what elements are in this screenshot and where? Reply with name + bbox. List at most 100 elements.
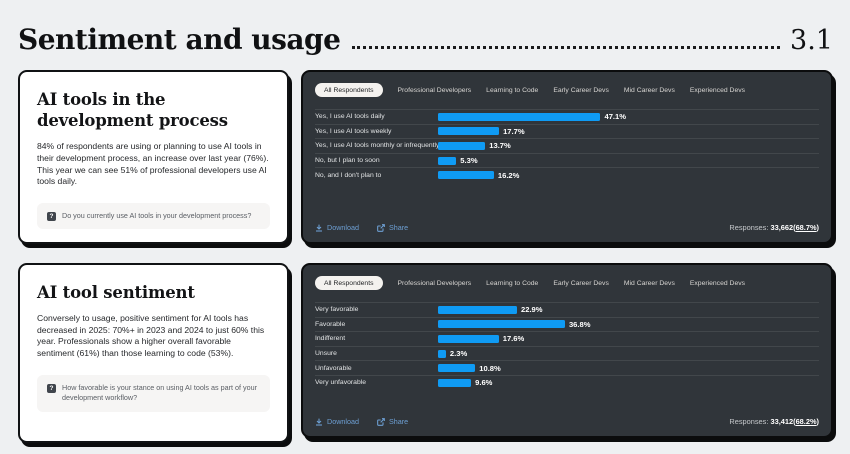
tab-mid-career-devs[interactable]: Mid Career Devs [624, 83, 675, 97]
responses-summary: Responses: 33,662(68.7%) [729, 223, 819, 232]
bar-chart-sentiment: Very favorable 22.9% Favorable 36.8% Ind… [315, 302, 819, 390]
bar-value: 13.7% [489, 141, 511, 151]
bar-value: 10.8% [479, 363, 501, 373]
bar-row: Indifferent 17.6% [315, 331, 819, 346]
card-title: AI tools in the development process [37, 90, 228, 131]
bar-label: Favorable [315, 320, 346, 328]
tab-early-career-devs[interactable]: Early Career Devs [553, 83, 609, 97]
download-icon [315, 418, 323, 426]
bar-value: 9.6% [475, 378, 493, 388]
question-mark-icon: ? [47, 211, 56, 221]
bar-track: 5.3% [438, 156, 783, 165]
card-title: AI tool sentiment [37, 283, 195, 302]
card-body: 84% of respondents are using or planning… [37, 141, 269, 187]
tab-learning-to-code[interactable]: Learning to Code [486, 83, 538, 97]
bar-label: Yes, I use AI tools monthly or infrequen… [315, 142, 438, 150]
tab-professional-developers[interactable]: Professional Developers [398, 276, 472, 290]
bar-value: 22.9% [521, 305, 543, 315]
responses-pct[interactable]: 68.7% [795, 223, 817, 232]
bar-track: 9.6% [438, 378, 783, 387]
bar-row: Yes, I use AI tools monthly or infrequen… [315, 138, 819, 153]
share-label: Share [388, 223, 409, 232]
question-text: Do you currently use AI tools in your de… [62, 210, 252, 220]
chart-footer: Download Share Responses: 33,662(68.7%) [315, 223, 819, 232]
share-button[interactable]: Share [377, 417, 408, 426]
chart-card-sentiment: All Respondents Professional Developers … [301, 263, 833, 438]
info-card-sentiment: AI tool sentiment Conversely to usage, p… [18, 263, 289, 443]
bar [438, 156, 457, 165]
section-header: Sentiment and usage 3.1 [18, 12, 833, 56]
tab-all-respondents[interactable]: All Respondents [315, 83, 383, 97]
bar-track: 22.9% [438, 305, 783, 314]
responses-label: Responses: [729, 223, 769, 232]
bar-track: 36.8% [438, 320, 783, 329]
bar [438, 171, 494, 180]
question-text: How favorable is your stance on using AI… [62, 382, 257, 403]
paren-open: ( [793, 417, 796, 426]
bar-row: Very unfavorable 9.6% [315, 374, 819, 390]
bar-label: Yes, I use AI tools weekly [315, 127, 392, 135]
bar [438, 112, 601, 121]
bar-label: Unfavorable [315, 364, 352, 372]
tab-early-career-devs[interactable]: Early Career Devs [553, 276, 609, 290]
bar-track: 2.3% [438, 349, 783, 358]
responses-count: 33,662 [770, 223, 794, 232]
share-button[interactable]: Share [377, 223, 408, 232]
bar-label: Indifferent [315, 335, 346, 343]
bar-track: 13.7% [438, 141, 783, 150]
question-mark-icon: ? [47, 383, 56, 393]
bar-value: 17.7% [503, 126, 525, 136]
bar-label: No, but I plan to soon [315, 157, 380, 165]
bar-value: 17.6% [502, 334, 525, 344]
bar [438, 334, 499, 343]
tab-experienced-devs[interactable]: Experienced Devs [690, 276, 745, 290]
paren-close: ) [816, 223, 819, 232]
bar-row: Very favorable 22.9% [315, 302, 819, 317]
responses-count: 33,412 [770, 417, 794, 426]
bar-value: 2.3% [449, 349, 468, 359]
bar-row: No, but I plan to soon 5.3% [315, 152, 819, 168]
share-icon [377, 223, 385, 232]
bar [438, 378, 472, 387]
bar [438, 141, 486, 150]
bar-track: 17.7% [438, 127, 783, 136]
share-label: Share [388, 417, 409, 426]
bar-track: 47.1% [438, 112, 783, 121]
card-body: Conversely to usage, positive sentiment … [37, 313, 265, 359]
tab-bar: All Respondents Professional Developers … [315, 276, 819, 290]
tab-bar: All Respondents Professional Developers … [315, 83, 819, 97]
download-button[interactable]: Download [315, 223, 359, 232]
bar-label: Yes, I use AI tools daily [315, 113, 385, 121]
bar-row: Yes, I use AI tools daily 47.1% [315, 109, 819, 124]
bar-row: Favorable 36.8% [315, 316, 819, 332]
bar-track: 16.2% [438, 171, 783, 180]
download-label: Download [327, 223, 359, 232]
bar-value: 16.2% [497, 170, 520, 180]
chart-footer: Download Share Responses: 33,412(68.2%) [315, 417, 819, 426]
tab-experienced-devs[interactable]: Experienced Devs [690, 83, 745, 97]
tab-mid-career-devs[interactable]: Mid Career Devs [624, 276, 675, 290]
bar-row: No, and I don't plan to 16.2% [315, 167, 819, 182]
bar-row: Unsure 2.3% [315, 345, 819, 361]
section-number: 3.1 [790, 25, 833, 57]
bar-label: Very unfavorable [315, 379, 367, 387]
question-box: ? Do you currently use AI tools in your … [37, 202, 270, 230]
tab-learning-to-code[interactable]: Learning to Code [486, 276, 538, 290]
page-title: Sentiment and usage [18, 23, 341, 57]
chart-card-usage: All Respondents Professional Developers … [301, 70, 833, 244]
bar-label: No, and I don't plan to [315, 171, 382, 179]
bar-label: Very favorable [315, 306, 359, 314]
tab-professional-developers[interactable]: Professional Developers [398, 83, 472, 97]
download-button[interactable]: Download [315, 417, 359, 426]
content-grid: AI tools in the development process 84% … [18, 70, 833, 443]
bar-row: Unfavorable 10.8% [315, 360, 819, 375]
responses-pct[interactable]: 68.2% [795, 417, 817, 426]
bar [438, 364, 476, 373]
dotted-leader [352, 46, 781, 49]
bar [438, 127, 500, 136]
tab-all-respondents[interactable]: All Respondents [315, 276, 383, 290]
bar-track: 10.8% [438, 364, 783, 373]
bar [438, 305, 517, 314]
bar-label: Unsure [315, 350, 337, 358]
